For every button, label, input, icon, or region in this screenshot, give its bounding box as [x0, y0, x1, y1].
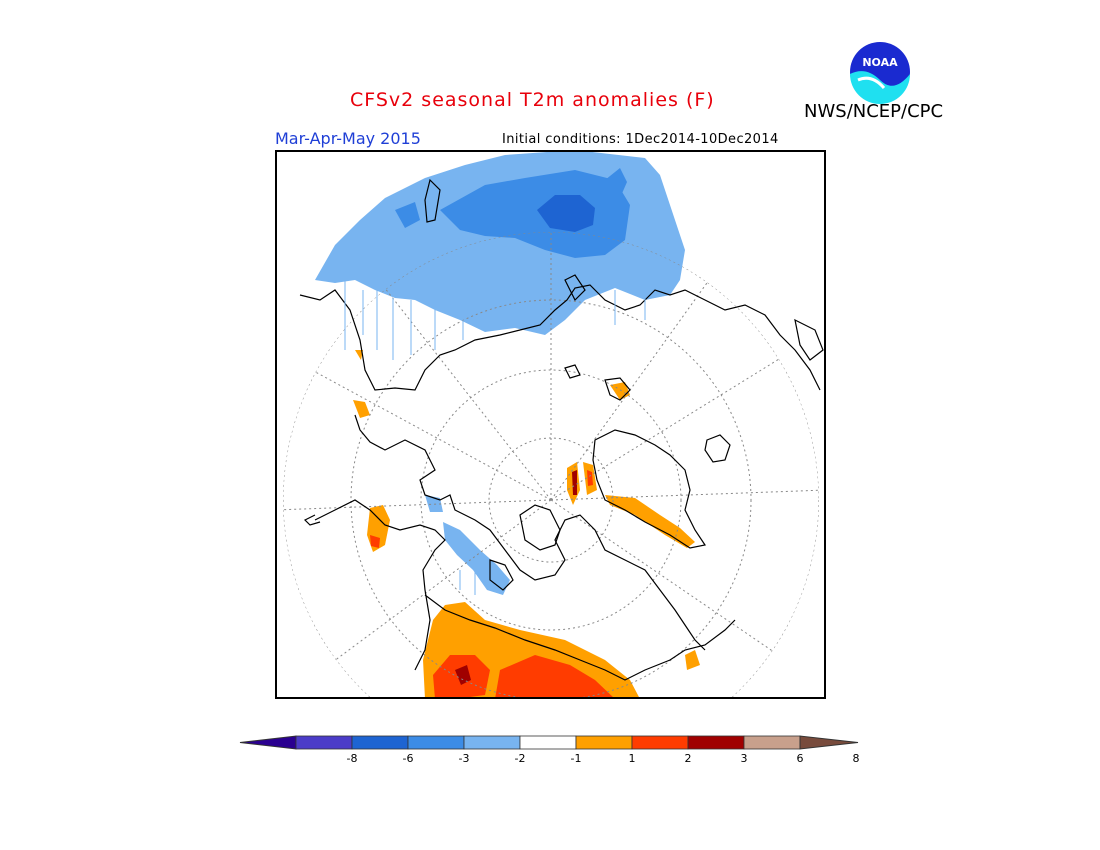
colorbar-label: -1	[571, 752, 582, 765]
colorbar-swatch	[463, 735, 521, 750]
initial-conditions-label: Initial conditions: 1Dec2014-10Dec2014	[502, 132, 779, 147]
colorbar-label: 3	[741, 752, 748, 765]
colorbar-swatch	[407, 735, 465, 750]
colorbar-swatch	[631, 735, 689, 750]
colorbar-label: 1	[629, 752, 636, 765]
colorbar-swatch	[519, 735, 577, 750]
colorbar-swatch	[575, 735, 633, 750]
colorbar-label: -6	[403, 752, 414, 765]
graticule	[283, 232, 819, 699]
data-streaks	[344, 280, 646, 595]
colorbar-label: -3	[459, 752, 470, 765]
polar-map	[275, 150, 826, 699]
map-frame	[275, 150, 826, 699]
organization-label: NWS/NCEP/CPC	[804, 101, 944, 122]
colorbar-swatch	[295, 735, 353, 750]
logo-text: NOAA	[862, 56, 898, 69]
cold-anomaly-eurasia	[315, 150, 685, 335]
colorbar-end-high	[799, 735, 859, 750]
warm-anomaly-alaska	[353, 350, 390, 552]
warm-anomaly-greenland	[567, 382, 695, 548]
colorbar-swatch	[687, 735, 745, 750]
cold-anomaly-canada	[425, 495, 510, 595]
colorbar-label: -8	[347, 752, 358, 765]
coastlines	[299, 178, 824, 681]
colorbar-swatch	[351, 735, 409, 750]
map-title: CFSv2 seasonal T2m anomalies (F)	[350, 89, 715, 111]
colorbar-label: 6	[797, 752, 804, 765]
noaa-logo: NOAA	[850, 42, 910, 104]
colorbar-label: 8	[853, 752, 860, 765]
colorbar-end-low	[239, 735, 297, 750]
colorbar-swatch	[743, 735, 801, 750]
warm-anomaly-usa	[423, 602, 700, 699]
colorbar-label: -2	[515, 752, 526, 765]
season-label: Mar-Apr-May 2015	[275, 129, 421, 148]
colorbar-label: 2	[685, 752, 692, 765]
color-bar: -8 -6 -3 -2 -1 1 2 3 6 8	[239, 735, 860, 765]
